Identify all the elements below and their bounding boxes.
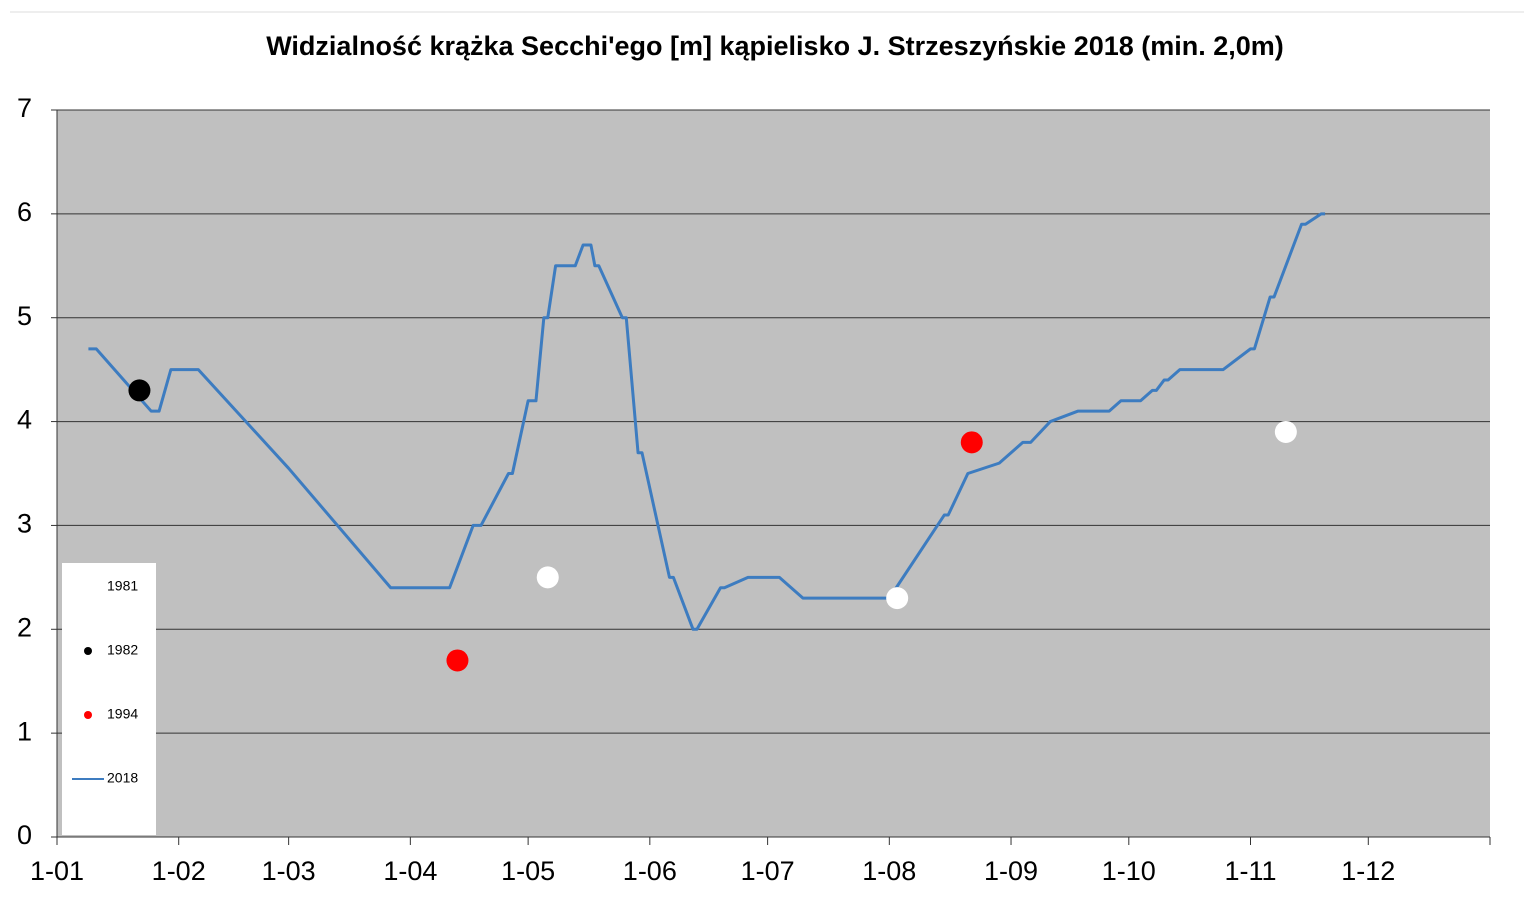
marker xyxy=(960,431,983,454)
y-tick-label: 2 xyxy=(17,612,32,642)
legend-swatch xyxy=(84,647,92,655)
legend-label: 1981 xyxy=(107,578,138,594)
marker xyxy=(1274,420,1297,443)
y-tick-label: 4 xyxy=(17,405,32,435)
x-tick-label: 1-11 xyxy=(1224,856,1276,886)
marker xyxy=(128,379,151,402)
marker xyxy=(446,649,469,672)
y-tick-label: 3 xyxy=(17,509,32,539)
legend-box xyxy=(62,563,156,835)
y-tick-label: 5 xyxy=(17,301,32,331)
y-tick-label: 0 xyxy=(17,820,32,850)
x-tick-label: 1-12 xyxy=(1341,856,1395,886)
x-tick-label: 1-02 xyxy=(152,856,206,886)
y-tick-label: 7 xyxy=(17,93,32,123)
x-tick-label: 1-09 xyxy=(984,856,1038,886)
legend-label: 1982 xyxy=(107,642,138,658)
y-tick-label: 6 xyxy=(17,197,32,227)
legend-swatch xyxy=(84,583,92,591)
x-tick-label: 1-04 xyxy=(383,856,437,886)
legend-label: 2018 xyxy=(107,770,138,786)
plot-area xyxy=(57,110,1490,837)
x-tick-label: 1-05 xyxy=(501,856,555,886)
chart-title: Widzialność krążka Secchi'ego [m] kąpiel… xyxy=(266,31,1284,61)
legend-label: 1994 xyxy=(107,706,138,722)
marker xyxy=(886,587,909,610)
x-tick-label: 1-08 xyxy=(862,856,916,886)
x-tick-label: 1-10 xyxy=(1102,856,1156,886)
x-tick-label: 1-06 xyxy=(623,856,677,886)
y-tick-label: 1 xyxy=(17,716,32,746)
marker xyxy=(536,566,559,589)
x-tick-label: 1-01 xyxy=(30,856,84,886)
x-tick-label: 1-07 xyxy=(741,856,795,886)
legend-swatch xyxy=(84,711,92,719)
x-tick-label: 1-03 xyxy=(262,856,316,886)
series-line xyxy=(88,212,1326,631)
